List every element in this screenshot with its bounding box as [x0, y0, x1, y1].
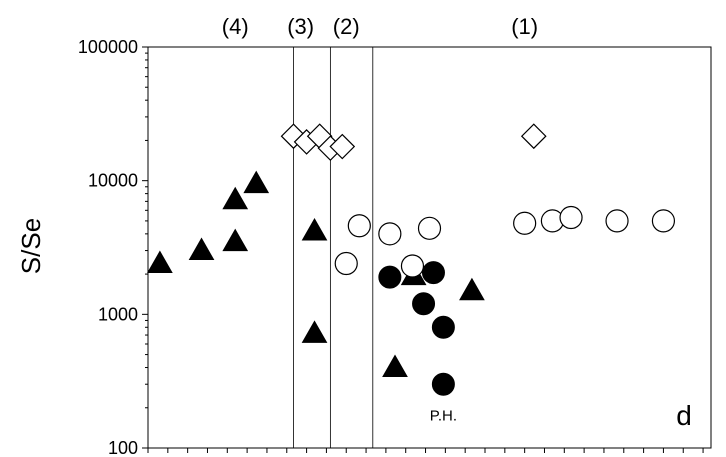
annotation-label: P.H.	[430, 408, 457, 425]
plot-frame: 100 1000 10000 100000	[78, 37, 712, 457]
point-filled-circle	[431, 372, 455, 396]
region-label: (4)	[222, 14, 249, 39]
point-hollow-circle	[400, 254, 425, 278]
point-filled-circle	[431, 315, 455, 339]
point-filled-triangle	[188, 237, 215, 261]
point-filled-triangle	[243, 170, 270, 194]
point-hollow-circle	[559, 205, 583, 230]
point-filled-circle	[378, 265, 402, 289]
point-filled-circle	[421, 261, 445, 285]
region-label: (2)	[333, 14, 360, 39]
chart-labels: S/Se d (4) (3) (2) (1) P.H.	[16, 14, 692, 431]
y-tick-label: 100000	[78, 37, 138, 57]
point-filled-triangle	[301, 218, 328, 241]
panel-label: d	[676, 400, 692, 431]
point-hollow-circle	[651, 209, 676, 233]
point-filled-triangle	[459, 277, 485, 301]
point-filled-triangle	[222, 186, 249, 210]
plot-border	[147, 46, 712, 449]
point-hollow-circle	[513, 211, 537, 235]
y-tick-label: 100	[108, 438, 138, 457]
point-hollow-circle	[334, 251, 358, 276]
point-hollow-circle	[347, 214, 371, 238]
region-label: (3)	[287, 14, 314, 39]
point-hollow-circle	[417, 216, 442, 240]
data-points	[147, 123, 676, 396]
point-filled-triangle	[382, 354, 408, 378]
point-hollow-circle	[378, 222, 402, 246]
point-hollow-circle	[605, 209, 629, 233]
point-filled-circle	[412, 292, 436, 316]
point-hollow-diamond	[329, 133, 356, 160]
y-tick-label: 10000	[88, 171, 138, 191]
region-label: (1)	[511, 14, 538, 39]
y-axis-label: S/Se	[16, 218, 46, 274]
point-hollow-diamond	[520, 123, 547, 150]
point-filled-triangle	[147, 250, 173, 274]
region-boundaries	[293, 47, 374, 448]
point-filled-triangle	[301, 320, 328, 343]
point-filled-triangle	[222, 228, 249, 252]
y-tick-label: 1000	[98, 304, 138, 324]
